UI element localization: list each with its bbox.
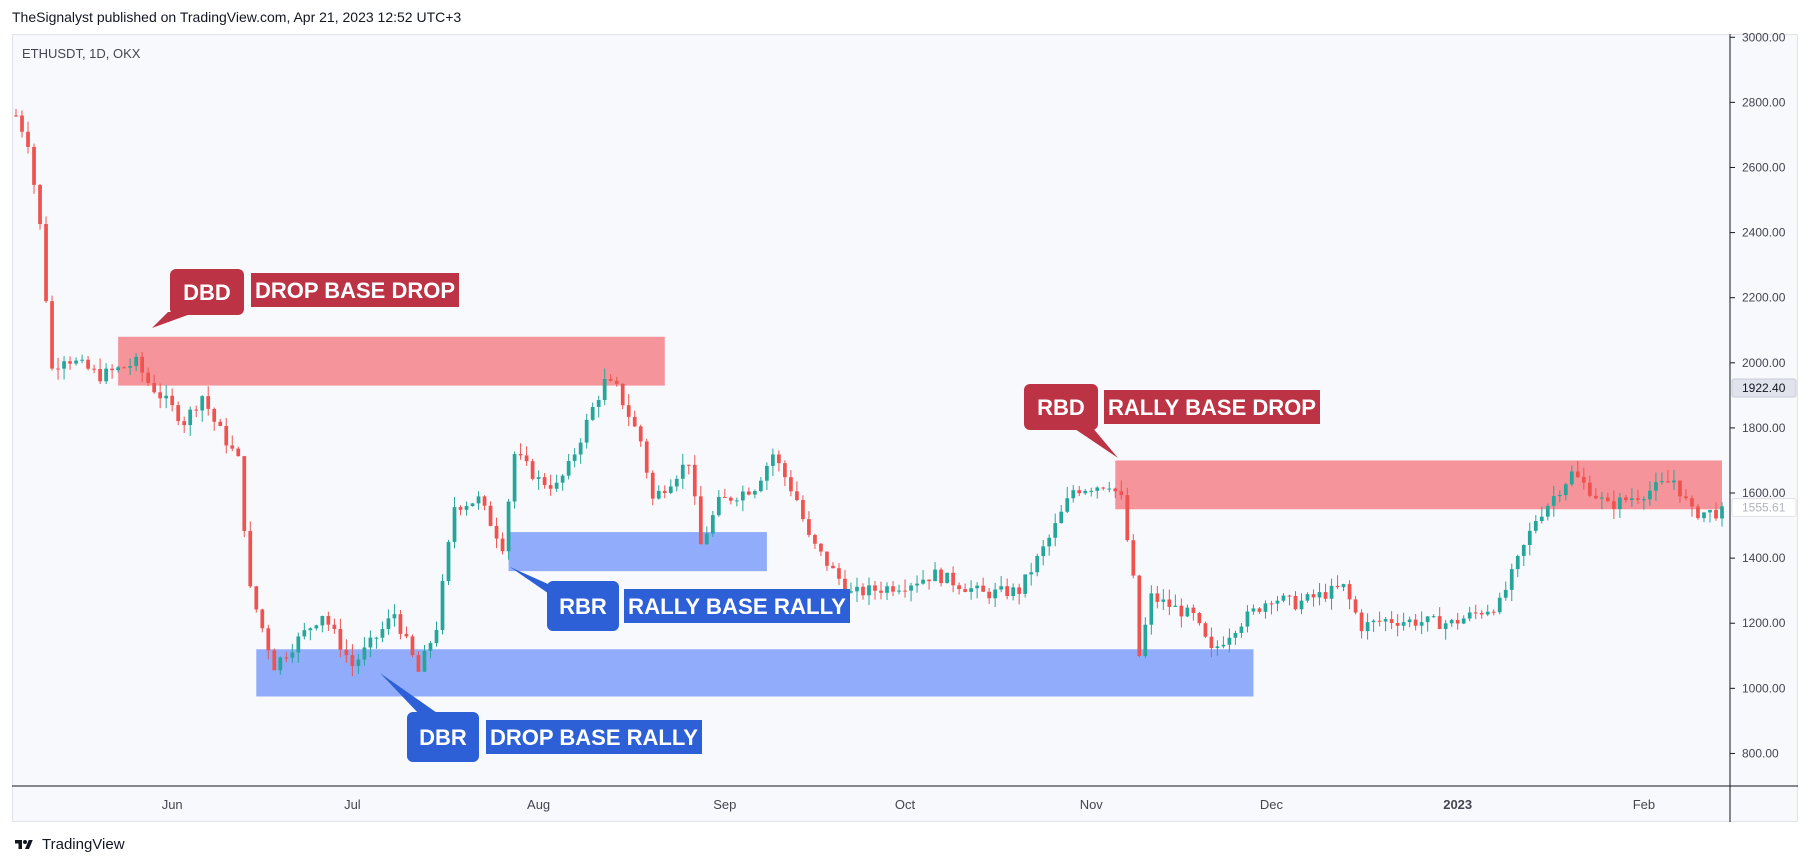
chart-frame[interactable] bbox=[12, 34, 1798, 822]
publisher-line: TheSignalyst published on TradingView.co… bbox=[12, 9, 462, 25]
footer-brand[interactable]: TradingView bbox=[42, 836, 125, 853]
symbol-label[interactable]: ETHUSDT, 1D, OKX bbox=[22, 46, 141, 61]
footer: TradingView bbox=[12, 836, 125, 853]
tradingview-logo-icon[interactable] bbox=[12, 838, 36, 852]
